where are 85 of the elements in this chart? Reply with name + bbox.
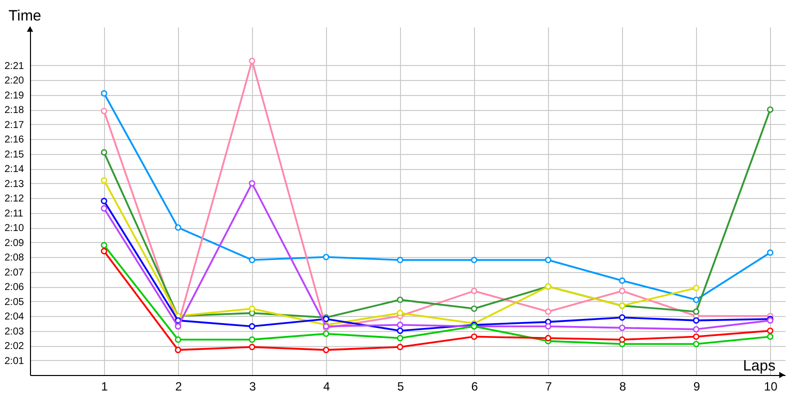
point (470, 288, 478, 294)
point (396, 344, 404, 350)
point (100, 205, 108, 212)
point (692, 317, 700, 324)
point (396, 328, 404, 334)
point (322, 330, 330, 337)
point (618, 277, 626, 284)
point (618, 324, 626, 332)
y-tick-label: 2:08 (4, 252, 24, 264)
y-tick-label: 2:14 (4, 164, 24, 176)
point (174, 224, 182, 231)
x-tick-label: 1 (101, 380, 108, 394)
point (100, 90, 108, 97)
point (248, 256, 256, 264)
point (322, 254, 330, 260)
x-tick-label: 6 (471, 380, 478, 394)
point (100, 149, 108, 156)
point (396, 334, 404, 342)
point (766, 328, 774, 334)
point (248, 336, 256, 343)
y-tick-label: 2:18 (4, 105, 24, 116)
y-tick-label: 2:21 (4, 60, 24, 72)
point (692, 326, 700, 332)
point (544, 256, 552, 264)
point (618, 336, 626, 343)
y-tick-label: 2:13 (4, 178, 24, 190)
x-tick-label: 8 (619, 380, 626, 394)
point (692, 284, 700, 292)
x-tick-label: 4 (323, 380, 330, 394)
x-axis-title: Laps (742, 358, 776, 374)
point (766, 106, 774, 113)
point (174, 336, 182, 343)
point (470, 305, 478, 312)
point (544, 308, 552, 315)
y-tick-label: 2:17 (4, 120, 24, 131)
y-tick-label: 2:11 (4, 208, 24, 220)
point (100, 248, 108, 254)
y-tick-label: 2:02 (4, 341, 24, 352)
y-tick-label: 2:01 (4, 356, 24, 367)
point (248, 344, 256, 350)
point (544, 334, 552, 342)
point (396, 310, 404, 316)
x-tick-label: 5 (397, 380, 404, 394)
point (544, 323, 552, 330)
point (174, 346, 182, 354)
point (396, 256, 404, 264)
y-tick-label: 2:07 (4, 267, 24, 278)
point (766, 249, 774, 256)
point (248, 323, 256, 330)
y-tick-label: 2:04 (4, 312, 24, 323)
x-tick-label: 10 (764, 380, 778, 394)
point (766, 333, 774, 340)
point (470, 256, 478, 264)
point (692, 308, 700, 315)
point (100, 198, 108, 204)
point (692, 333, 700, 340)
y-tick-label: 2:12 (4, 194, 24, 205)
y-tick-label: 2:05 (4, 296, 24, 308)
point (692, 296, 700, 303)
point (692, 340, 700, 348)
point (248, 305, 256, 312)
point (618, 314, 626, 321)
x-tick-label: 3 (249, 380, 256, 394)
point (100, 108, 108, 114)
y-tick-label: 2:16 (4, 134, 24, 146)
point (470, 333, 478, 340)
point (248, 180, 256, 186)
point (396, 322, 404, 328)
point (100, 177, 108, 184)
y-tick-label: 2:15 (4, 149, 24, 160)
x-tick-label: 7 (545, 380, 552, 394)
y-tick-label: 2:03 (4, 326, 24, 338)
point (248, 58, 256, 64)
y-tick-label: 2:19 (4, 90, 24, 102)
point (396, 296, 404, 303)
point (322, 346, 330, 354)
point (100, 242, 108, 248)
y-tick-label: 2:09 (4, 238, 24, 249)
y-tick-label: 2:20 (4, 76, 24, 87)
x-tick-label: 2 (175, 380, 182, 394)
y-axis-title: Time (8, 8, 42, 24)
y-tick-label: 2:06 (4, 282, 24, 294)
x-tick-label: 9 (693, 380, 700, 394)
point (618, 288, 626, 294)
y-tick-label: 2:10 (4, 223, 24, 234)
